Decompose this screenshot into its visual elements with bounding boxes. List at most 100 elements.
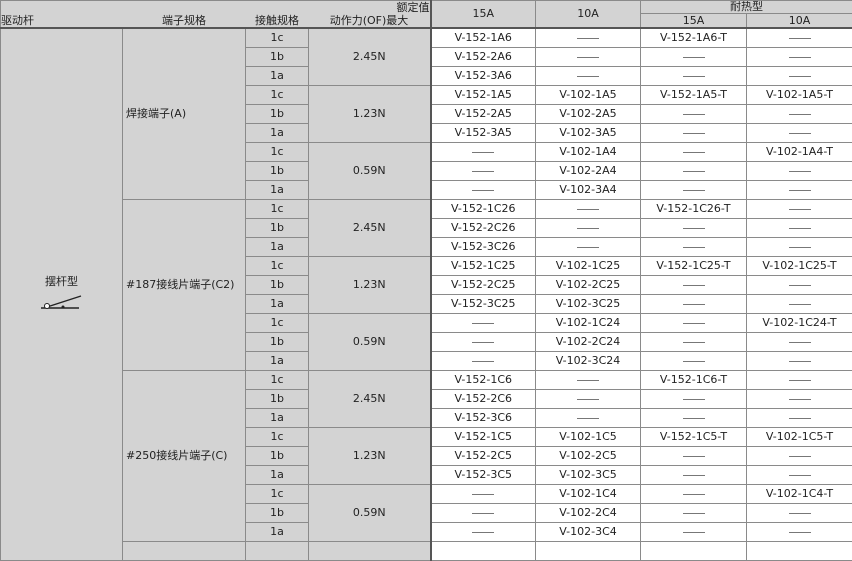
model-number: V-152-1C6 <box>431 371 536 390</box>
dash-icon <box>683 76 705 77</box>
dash-icon <box>789 532 811 533</box>
model-number: V-102-1C4-T <box>747 485 852 504</box>
not-available <box>536 200 641 219</box>
operating-force: 1.23N <box>309 257 431 314</box>
not-available <box>641 238 747 257</box>
terminal-type: #187接线片端子(C2) <box>123 200 246 371</box>
dash-icon <box>789 380 811 381</box>
dash-icon <box>683 399 705 400</box>
operating-force: 2.45N <box>309 200 431 257</box>
not-available <box>747 352 852 371</box>
dash-icon <box>577 57 599 58</box>
not-available <box>641 105 747 124</box>
not-available <box>641 523 747 542</box>
model-number: V-102-1C24-T <box>747 314 852 333</box>
operating-force: 2.45N <box>309 28 431 86</box>
dash-icon <box>789 38 811 39</box>
dash-icon <box>789 475 811 476</box>
model-number: V-102-2C4 <box>536 504 641 523</box>
model-number: V-152-2A5 <box>431 105 536 124</box>
not-available <box>431 485 536 504</box>
dash-icon <box>789 285 811 286</box>
not-available <box>431 504 536 523</box>
dash-icon <box>789 76 811 77</box>
model-number: V-102-2A5 <box>536 105 641 124</box>
header-15a: 15A <box>431 1 536 29</box>
dash-icon <box>789 190 811 191</box>
not-available <box>641 162 747 181</box>
operating-force: 1.23N <box>309 86 431 143</box>
contact-form: 1b <box>246 447 309 466</box>
model-number: V-102-1C5 <box>536 428 641 447</box>
contact-form: 1c <box>246 485 309 504</box>
not-available <box>747 162 852 181</box>
dash-icon <box>789 304 811 305</box>
model-number: V-152-1A6-T <box>641 28 747 48</box>
model-number: V-102-3C5 <box>536 466 641 485</box>
header-heat-10a: 10A <box>747 14 852 28</box>
not-available <box>536 219 641 238</box>
not-available <box>747 447 852 466</box>
model-number: V-102-1C5-T <box>747 428 852 447</box>
dash-icon <box>683 532 705 533</box>
not-available <box>536 238 641 257</box>
dash-icon <box>683 342 705 343</box>
dash-icon <box>683 114 705 115</box>
not-available <box>747 181 852 200</box>
model-number: V-152-1C26-T <box>641 200 747 219</box>
header-terminal: 端子规格 <box>123 1 246 29</box>
dash-icon <box>683 133 705 134</box>
contact-form: 1a <box>246 523 309 542</box>
not-available <box>747 238 852 257</box>
contact-form: 1c <box>246 86 309 105</box>
operating-force: 0.59N <box>309 314 431 371</box>
model-number: V-102-3C25 <box>536 295 641 314</box>
model-number: V-102-2A4 <box>536 162 641 181</box>
not-available <box>431 181 536 200</box>
model-number: V-102-1A4-T <box>747 143 852 162</box>
model-number: V-152-3A6 <box>431 67 536 86</box>
terminal-type: #250接线片端子(C) <box>123 371 246 542</box>
not-available <box>641 466 747 485</box>
contact-form: 1a <box>246 409 309 428</box>
not-available <box>641 447 747 466</box>
dash-icon <box>789 57 811 58</box>
dash-icon <box>683 513 705 514</box>
contact-form: 1b <box>246 276 309 295</box>
not-available <box>536 28 641 48</box>
dash-icon <box>789 513 811 514</box>
dash-icon <box>472 361 494 362</box>
not-available <box>641 352 747 371</box>
contact-form: 1c <box>246 314 309 333</box>
dash-icon <box>472 494 494 495</box>
dash-icon <box>577 38 599 39</box>
contact-form: 1b <box>246 48 309 67</box>
dash-icon <box>789 133 811 134</box>
contact-form: 1a <box>246 352 309 371</box>
dash-icon <box>683 304 705 305</box>
model-number: V-102-1C4 <box>536 485 641 504</box>
contact-form: 1b <box>246 219 309 238</box>
not-available <box>641 67 747 86</box>
not-available <box>641 485 747 504</box>
not-available <box>641 124 747 143</box>
dash-icon <box>789 171 811 172</box>
model-number: V-102-2C5 <box>536 447 641 466</box>
contact-form: 1c <box>246 143 309 162</box>
not-available <box>641 48 747 67</box>
not-available <box>747 48 852 67</box>
hinge-lever-icon <box>39 295 85 311</box>
actuator-cell: 摆杆型 <box>1 28 123 561</box>
not-available <box>747 504 852 523</box>
not-available <box>641 219 747 238</box>
model-number: V-152-1C5 <box>431 428 536 447</box>
dash-icon <box>577 418 599 419</box>
model-number: V-102-2C25 <box>536 276 641 295</box>
dash-icon <box>683 456 705 457</box>
dash-icon <box>683 475 705 476</box>
not-available <box>536 67 641 86</box>
header-rating: 额定值 <box>309 1 430 14</box>
model-number: V-102-1C25 <box>536 257 641 276</box>
dash-icon <box>683 323 705 324</box>
